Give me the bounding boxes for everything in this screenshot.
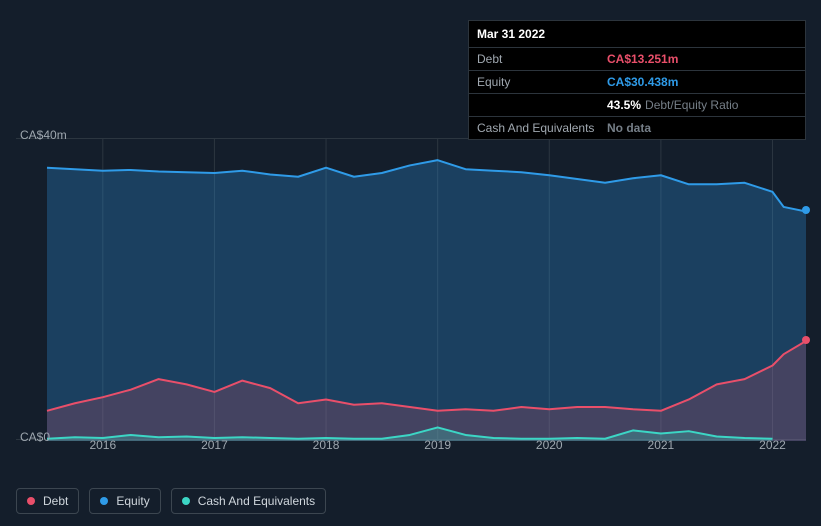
info-row: Cash And EquivalentsNo data (469, 117, 805, 139)
end-marker-equity (802, 206, 810, 214)
info-value: 43.5% (607, 98, 641, 112)
chart-plot (16, 138, 806, 440)
info-suffix: Debt/Equity Ratio (645, 98, 738, 112)
y-axis-label: CA$40m (20, 128, 67, 142)
legend-label: Debt (43, 494, 68, 508)
legend-label: Cash And Equivalents (198, 494, 315, 508)
legend: Debt Equity Cash And Equivalents (16, 488, 326, 514)
legend-dot-icon (182, 497, 190, 505)
info-value: CA$30.438m (607, 75, 678, 89)
info-row: 43.5% Debt/Equity Ratio (469, 94, 805, 117)
info-label: Debt (477, 52, 607, 66)
y-axis-label: CA$0 (20, 430, 50, 444)
info-label: Equity (477, 75, 607, 89)
info-date: Mar 31 2022 (469, 21, 805, 48)
chart-container: CA$40m CA$0 2016 2017 2018 2019 2020 2021 2022 (16, 120, 806, 500)
x-axis-label: 2017 (201, 438, 228, 452)
legend-item-cash-and-equivalents[interactable]: Cash And Equivalents (171, 488, 326, 514)
legend-item-debt[interactable]: Debt (16, 488, 79, 514)
info-panel: Mar 31 2022 DebtCA$13.251mEquityCA$30.43… (468, 20, 806, 140)
info-value: CA$13.251m (607, 52, 678, 66)
info-value-wrap: No data (607, 121, 651, 135)
legend-label: Equity (116, 494, 149, 508)
info-row: EquityCA$30.438m (469, 71, 805, 94)
x-axis-label: 2020 (536, 438, 563, 452)
x-axis-label: 2016 (89, 438, 116, 452)
info-label (477, 98, 607, 112)
legend-dot-icon (100, 497, 108, 505)
info-value: No data (607, 121, 651, 135)
info-value-wrap: 43.5% Debt/Equity Ratio (607, 98, 738, 112)
info-value-wrap: CA$30.438m (607, 75, 678, 89)
x-axis-label: 2019 (424, 438, 451, 452)
x-axis-label: 2022 (759, 438, 786, 452)
info-label: Cash And Equivalents (477, 121, 607, 135)
legend-item-equity[interactable]: Equity (89, 488, 160, 514)
legend-dot-icon (27, 497, 35, 505)
chart-svg (16, 139, 806, 441)
end-marker-debt (802, 336, 810, 344)
info-row: DebtCA$13.251m (469, 48, 805, 71)
info-value-wrap: CA$13.251m (607, 52, 678, 66)
x-axis-label: 2021 (648, 438, 675, 452)
x-axis-label: 2018 (313, 438, 340, 452)
